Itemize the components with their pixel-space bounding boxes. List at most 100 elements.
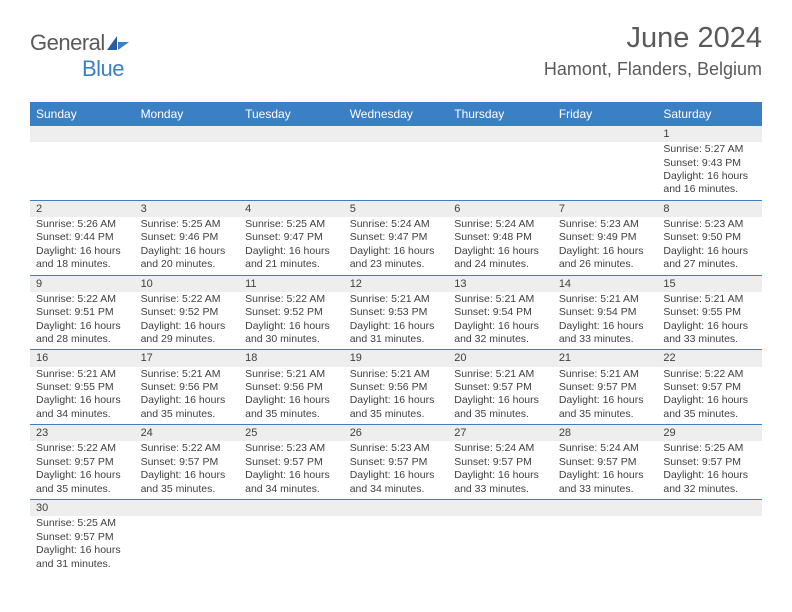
calendar-cell: [657, 500, 762, 574]
daylight-line: Daylight: 16 hours and 35 minutes.: [36, 469, 129, 496]
day-number: 25: [239, 425, 344, 441]
weekday-header: Wednesday: [344, 102, 449, 126]
daylight-line: Daylight: 16 hours and 20 minutes.: [141, 245, 234, 272]
calendar-cell: 23Sunrise: 5:22 AMSunset: 9:57 PMDayligh…: [30, 425, 135, 500]
sunset-line: Sunset: 9:57 PM: [663, 381, 756, 394]
sunset-line: Sunset: 9:56 PM: [245, 381, 338, 394]
calendar-cell: 17Sunrise: 5:21 AMSunset: 9:56 PMDayligh…: [135, 350, 240, 425]
sunrise-line: Sunrise: 5:24 AM: [454, 218, 547, 231]
day-details: Sunrise: 5:25 AMSunset: 9:46 PMDaylight:…: [135, 217, 240, 275]
sunset-line: Sunset: 9:47 PM: [350, 231, 443, 244]
day-details: Sunrise: 5:22 AMSunset: 9:57 PMDaylight:…: [135, 441, 240, 499]
sunset-line: Sunset: 9:54 PM: [559, 306, 652, 319]
daylight-line: Daylight: 16 hours and 35 minutes.: [454, 394, 547, 421]
sunrise-line: Sunrise: 5:21 AM: [141, 368, 234, 381]
day-details: Sunrise: 5:25 AMSunset: 9:57 PMDaylight:…: [657, 441, 762, 499]
day-details: Sunrise: 5:24 AMSunset: 9:57 PMDaylight:…: [553, 441, 658, 499]
day-number: 20: [448, 350, 553, 366]
sunrise-line: Sunrise: 5:25 AM: [36, 517, 129, 530]
sunset-line: Sunset: 9:47 PM: [245, 231, 338, 244]
calendar-cell: 12Sunrise: 5:21 AMSunset: 9:53 PMDayligh…: [344, 275, 449, 350]
day-number: 7: [553, 201, 658, 217]
sunset-line: Sunset: 9:44 PM: [36, 231, 129, 244]
calendar-cell: [448, 500, 553, 574]
logo-text-general: General: [30, 30, 105, 55]
daylight-line: Daylight: 16 hours and 31 minutes.: [36, 544, 129, 571]
calendar-cell: [239, 500, 344, 574]
sunset-line: Sunset: 9:57 PM: [663, 456, 756, 469]
sunrise-line: Sunrise: 5:23 AM: [245, 442, 338, 455]
calendar-cell: [344, 500, 449, 574]
sunset-line: Sunset: 9:57 PM: [350, 456, 443, 469]
day-number: 16: [30, 350, 135, 366]
day-number: 26: [344, 425, 449, 441]
day-number: 1: [657, 126, 762, 142]
calendar-cell: 6Sunrise: 5:24 AMSunset: 9:48 PMDaylight…: [448, 200, 553, 275]
calendar-cell: 22Sunrise: 5:22 AMSunset: 9:57 PMDayligh…: [657, 350, 762, 425]
day-details: Sunrise: 5:21 AMSunset: 9:56 PMDaylight:…: [239, 367, 344, 425]
calendar-cell: 25Sunrise: 5:23 AMSunset: 9:57 PMDayligh…: [239, 425, 344, 500]
day-details: Sunrise: 5:22 AMSunset: 9:52 PMDaylight:…: [135, 292, 240, 350]
sunrise-line: Sunrise: 5:24 AM: [559, 442, 652, 455]
sunset-line: Sunset: 9:54 PM: [454, 306, 547, 319]
sunset-line: Sunset: 9:43 PM: [663, 157, 756, 170]
daylight-line: Daylight: 16 hours and 33 minutes.: [663, 320, 756, 347]
weekday-header: Tuesday: [239, 102, 344, 126]
daylight-line: Daylight: 16 hours and 30 minutes.: [245, 320, 338, 347]
day-number: 10: [135, 276, 240, 292]
sunrise-line: Sunrise: 5:23 AM: [663, 218, 756, 231]
sunset-line: Sunset: 9:57 PM: [559, 381, 652, 394]
calendar-cell: 28Sunrise: 5:24 AMSunset: 9:57 PMDayligh…: [553, 425, 658, 500]
day-number: 5: [344, 201, 449, 217]
sunset-line: Sunset: 9:57 PM: [36, 456, 129, 469]
day-number: 30: [30, 500, 135, 516]
day-details: Sunrise: 5:25 AMSunset: 9:57 PMDaylight:…: [30, 516, 135, 574]
sunrise-line: Sunrise: 5:27 AM: [663, 143, 756, 156]
logo: GeneralBlue: [30, 30, 129, 92]
daylight-line: Daylight: 16 hours and 21 minutes.: [245, 245, 338, 272]
sunrise-line: Sunrise: 5:21 AM: [663, 293, 756, 306]
calendar-week-row: 9Sunrise: 5:22 AMSunset: 9:51 PMDaylight…: [30, 275, 762, 350]
day-details: Sunrise: 5:24 AMSunset: 9:48 PMDaylight:…: [448, 217, 553, 275]
day-number: 11: [239, 276, 344, 292]
sunrise-line: Sunrise: 5:21 AM: [454, 293, 547, 306]
daylight-line: Daylight: 16 hours and 35 minutes.: [141, 394, 234, 421]
daylight-line: Daylight: 16 hours and 18 minutes.: [36, 245, 129, 272]
day-number: 9: [30, 276, 135, 292]
sunrise-line: Sunrise: 5:23 AM: [559, 218, 652, 231]
sunset-line: Sunset: 9:52 PM: [245, 306, 338, 319]
day-details: Sunrise: 5:21 AMSunset: 9:57 PMDaylight:…: [448, 367, 553, 425]
sunset-line: Sunset: 9:56 PM: [141, 381, 234, 394]
sail-icon: [107, 30, 129, 56]
day-number: 3: [135, 201, 240, 217]
calendar-cell: 26Sunrise: 5:23 AMSunset: 9:57 PMDayligh…: [344, 425, 449, 500]
sunset-line: Sunset: 9:49 PM: [559, 231, 652, 244]
sunset-line: Sunset: 9:56 PM: [350, 381, 443, 394]
calendar-cell: [553, 500, 658, 574]
daylight-line: Daylight: 16 hours and 35 minutes.: [141, 469, 234, 496]
weekday-header: Saturday: [657, 102, 762, 126]
day-details: Sunrise: 5:21 AMSunset: 9:54 PMDaylight:…: [553, 292, 658, 350]
calendar-week-row: 2Sunrise: 5:26 AMSunset: 9:44 PMDaylight…: [30, 200, 762, 275]
daylight-line: Daylight: 16 hours and 34 minutes.: [350, 469, 443, 496]
day-number: 19: [344, 350, 449, 366]
day-details: Sunrise: 5:21 AMSunset: 9:54 PMDaylight:…: [448, 292, 553, 350]
sunset-line: Sunset: 9:55 PM: [36, 381, 129, 394]
logo-text-blue: Blue: [82, 56, 124, 81]
sunrise-line: Sunrise: 5:22 AM: [36, 442, 129, 455]
day-number: 29: [657, 425, 762, 441]
daylight-line: Daylight: 16 hours and 16 minutes.: [663, 170, 756, 197]
day-number: 24: [135, 425, 240, 441]
sunrise-line: Sunrise: 5:25 AM: [663, 442, 756, 455]
calendar-cell: 11Sunrise: 5:22 AMSunset: 9:52 PMDayligh…: [239, 275, 344, 350]
title-block: June 2024 Hamont, Flanders, Belgium: [544, 22, 762, 80]
daylight-line: Daylight: 16 hours and 35 minutes.: [663, 394, 756, 421]
day-number: 14: [553, 276, 658, 292]
calendar-cell: [239, 126, 344, 200]
daylight-line: Daylight: 16 hours and 27 minutes.: [663, 245, 756, 272]
day-details: Sunrise: 5:23 AMSunset: 9:49 PMDaylight:…: [553, 217, 658, 275]
day-details: Sunrise: 5:22 AMSunset: 9:57 PMDaylight:…: [657, 367, 762, 425]
day-details: Sunrise: 5:27 AMSunset: 9:43 PMDaylight:…: [657, 142, 762, 200]
weekday-header: Sunday: [30, 102, 135, 126]
calendar-cell: 13Sunrise: 5:21 AMSunset: 9:54 PMDayligh…: [448, 275, 553, 350]
